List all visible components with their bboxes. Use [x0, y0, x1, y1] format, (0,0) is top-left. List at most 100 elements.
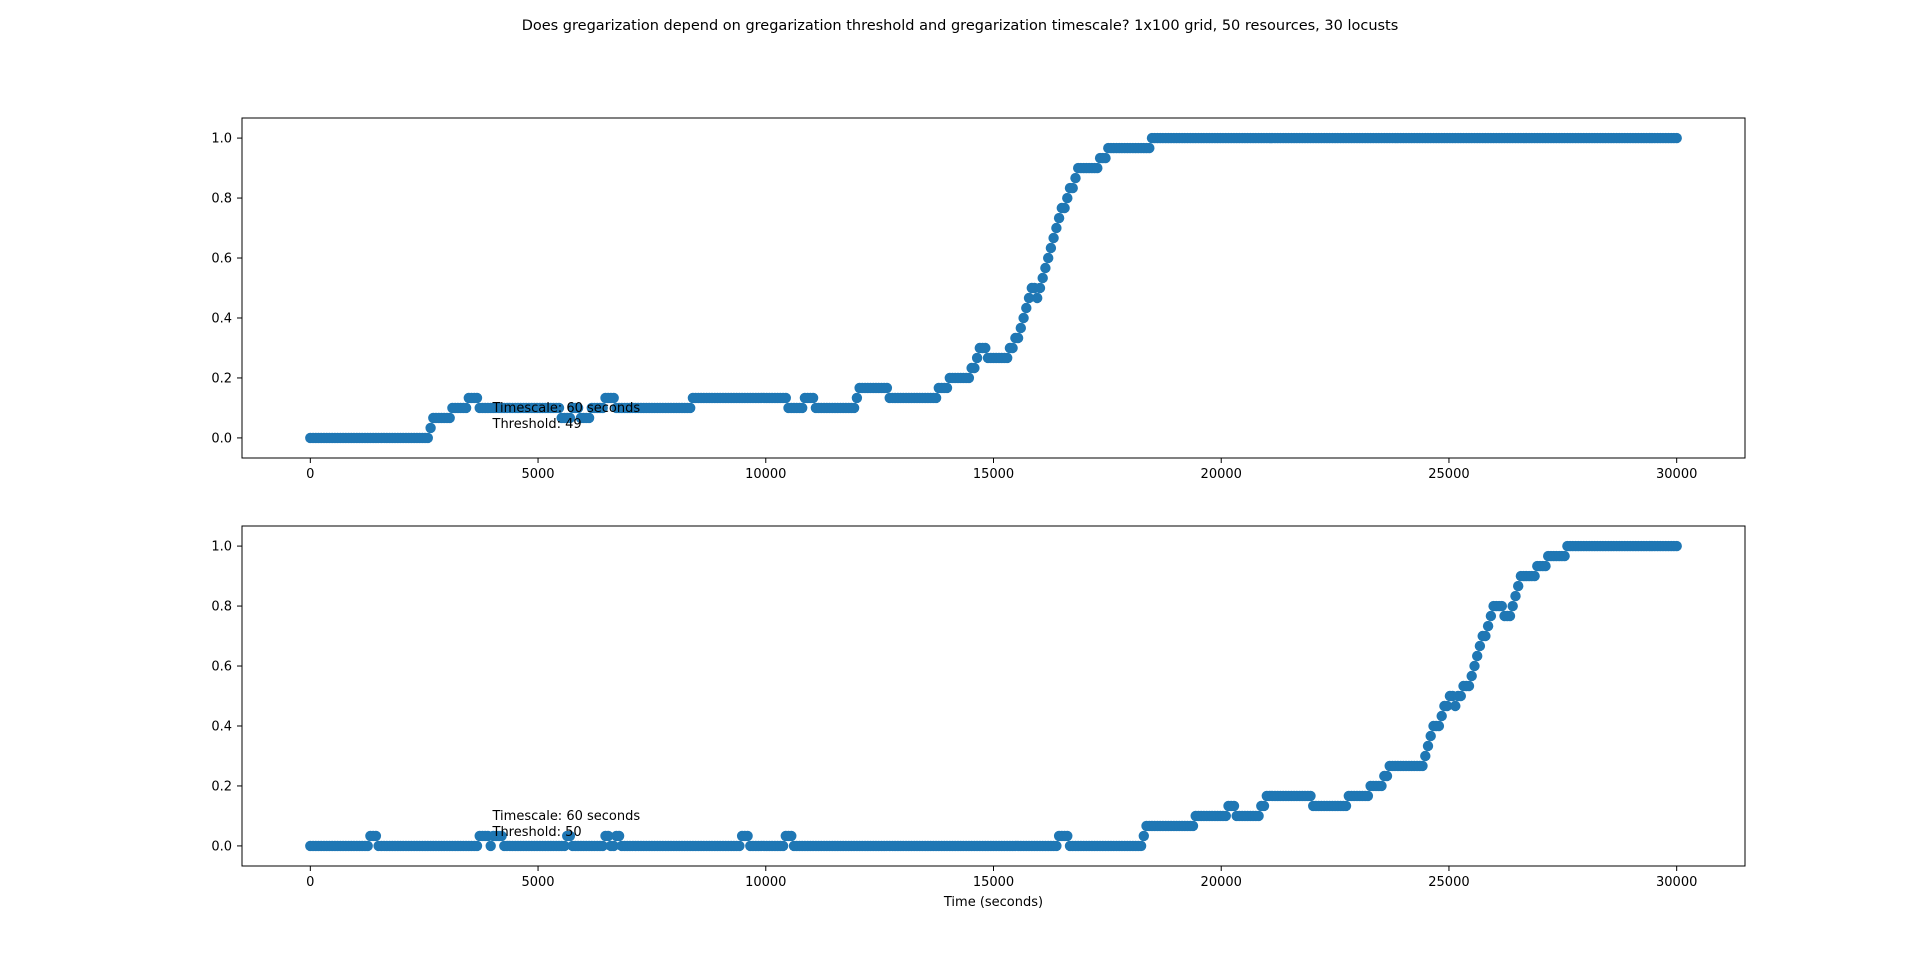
x-tick-label: 30000	[1656, 467, 1697, 482]
data-point	[1463, 680, 1475, 692]
data-point	[1062, 830, 1073, 842]
x-tick-label: 15000	[973, 467, 1014, 482]
data-point	[1482, 620, 1494, 632]
data-point	[963, 372, 975, 384]
data-point	[1485, 610, 1497, 622]
data-point	[583, 412, 595, 424]
data-point	[1053, 212, 1065, 224]
y-tick-label: 1.0	[211, 132, 232, 147]
data-point	[1032, 292, 1043, 304]
data-point	[1062, 192, 1073, 204]
data-point	[1510, 590, 1521, 602]
data-point	[1362, 790, 1374, 802]
x-tick-label: 25000	[1428, 875, 1469, 890]
data-point	[1007, 342, 1018, 354]
data-point	[553, 402, 565, 414]
data-point	[1070, 172, 1081, 184]
data-point	[807, 392, 819, 404]
data-point	[1472, 650, 1483, 662]
data-point	[930, 392, 942, 404]
y-tick-label: 0.8	[211, 192, 232, 207]
data-point	[362, 840, 373, 852]
y-tick-label: 0.0	[211, 431, 232, 446]
y-tick-label: 0.2	[211, 779, 232, 794]
x-tick-label: 0	[306, 467, 314, 482]
data-point	[1504, 610, 1516, 622]
data-point	[1228, 800, 1240, 812]
data-point	[1507, 600, 1518, 612]
x-axis-label: Time (seconds)	[943, 895, 1043, 910]
data-point	[1040, 262, 1051, 274]
x-tick-label: 25000	[1428, 467, 1469, 482]
data-point	[1051, 840, 1062, 852]
data-point	[422, 432, 433, 444]
data-point	[572, 402, 584, 414]
data-point	[1466, 670, 1477, 682]
y-tick-label: 1.0	[211, 540, 232, 555]
data-point	[1496, 600, 1508, 612]
data-point	[742, 830, 753, 842]
data-point	[851, 392, 863, 404]
data-point	[608, 840, 619, 852]
data-point	[1529, 570, 1540, 582]
x-tick-label: 10000	[745, 467, 786, 482]
x-tick-label: 10000	[745, 875, 786, 890]
data-point	[1671, 540, 1682, 552]
data-point	[1043, 252, 1054, 264]
data-point	[1455, 690, 1467, 702]
data-point	[786, 830, 797, 842]
data-point	[797, 402, 808, 414]
x-tick-label: 5000	[521, 467, 554, 482]
data-point	[1258, 800, 1270, 812]
data-point	[1144, 142, 1155, 154]
data-point	[564, 830, 576, 842]
data-point	[1037, 272, 1048, 284]
data-point	[1059, 202, 1070, 214]
data-point	[1012, 332, 1024, 344]
data-point	[1045, 242, 1057, 254]
data-point	[1417, 760, 1428, 772]
annotation-text: Threshold: 49	[492, 417, 582, 432]
series-markers	[305, 132, 1682, 444]
data-point	[1474, 640, 1486, 652]
y-tick-label: 0.0	[211, 839, 232, 854]
data-point	[1048, 232, 1059, 244]
data-point	[969, 362, 980, 374]
data-point	[425, 422, 436, 434]
y-tick-label: 0.2	[211, 371, 232, 386]
data-point	[1015, 322, 1026, 334]
subplot-2: 0 5000 10000 15000 20000 25000 30000 0.0 0.2 0.4 0…	[211, 525, 1746, 910]
data-point	[613, 830, 625, 842]
data-point	[1559, 550, 1570, 562]
data-point	[971, 352, 983, 364]
data-point	[1469, 660, 1480, 672]
data-point	[608, 392, 619, 404]
data-point	[1425, 730, 1436, 742]
data-point	[471, 840, 483, 852]
data-point	[1513, 580, 1524, 592]
data-point	[1018, 312, 1029, 324]
data-point	[1067, 182, 1078, 194]
data-point	[603, 830, 614, 842]
data-point	[848, 402, 860, 414]
data-point	[1381, 770, 1393, 782]
data-point	[685, 402, 696, 414]
data-point	[471, 392, 483, 404]
data-point	[460, 402, 472, 414]
y-tick-label: 0.6	[211, 252, 232, 267]
subplot-1: 0 5000 10000 15000 20000 25000 30000 0.0 0.2 0.4 0…	[211, 117, 1746, 482]
data-point	[1340, 800, 1352, 812]
x-tick-label: 15000	[973, 875, 1014, 890]
data-point	[1376, 780, 1387, 792]
data-point	[777, 840, 789, 852]
data-point	[1420, 750, 1431, 762]
data-point	[1671, 132, 1682, 144]
data-point	[1450, 700, 1461, 712]
series-markers	[305, 540, 1682, 852]
x-tick-label: 20000	[1201, 467, 1242, 482]
data-point	[1540, 560, 1551, 572]
data-point	[597, 840, 608, 852]
data-point	[1253, 810, 1264, 822]
data-point	[1100, 152, 1111, 164]
